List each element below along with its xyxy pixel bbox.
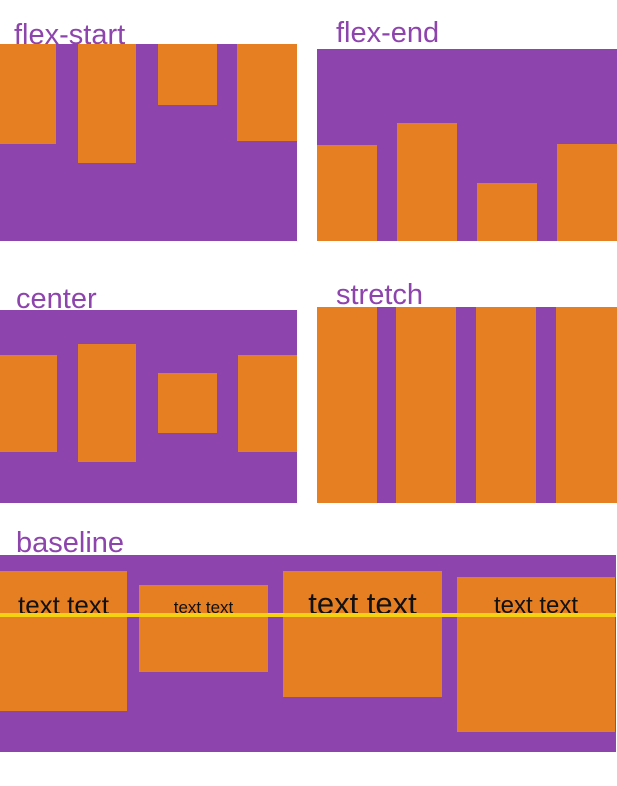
- flex-item: [0, 44, 56, 144]
- flex-container-flex-end: [317, 49, 617, 241]
- flex-item: [238, 355, 297, 452]
- flex-item: [158, 373, 217, 433]
- flex-item: [557, 144, 617, 241]
- flex-container-baseline: text text text text text text text text: [0, 555, 616, 752]
- flex-item: [0, 355, 57, 452]
- flex-container-center: [0, 310, 297, 503]
- panel-label-stretch: stretch: [336, 279, 424, 311]
- flex-item: [78, 344, 136, 462]
- flex-item-text: text text: [283, 571, 442, 697]
- item-text: text text: [173, 598, 234, 617]
- baseline-line: [0, 613, 616, 617]
- flex-container-flex-start: [0, 44, 297, 241]
- flex-item: [397, 123, 457, 241]
- panel-label-center: center: [16, 283, 97, 315]
- flex-item-text: text text: [139, 585, 268, 672]
- flex-item: [158, 44, 217, 105]
- flex-item: [476, 307, 536, 503]
- flex-item: [556, 307, 617, 503]
- flex-item: [396, 307, 456, 503]
- panel-label-flex-end: flex-end: [336, 17, 440, 49]
- flex-item: [317, 307, 377, 503]
- flex-item: [317, 145, 377, 241]
- flex-item-text: text text: [457, 577, 615, 732]
- flex-item: [237, 44, 297, 141]
- panel-label-baseline: baseline: [16, 527, 125, 559]
- flex-item: [477, 183, 537, 241]
- flex-item: [78, 44, 136, 163]
- flex-container-stretch: [317, 307, 617, 503]
- flex-item-text: text text: [0, 571, 127, 711]
